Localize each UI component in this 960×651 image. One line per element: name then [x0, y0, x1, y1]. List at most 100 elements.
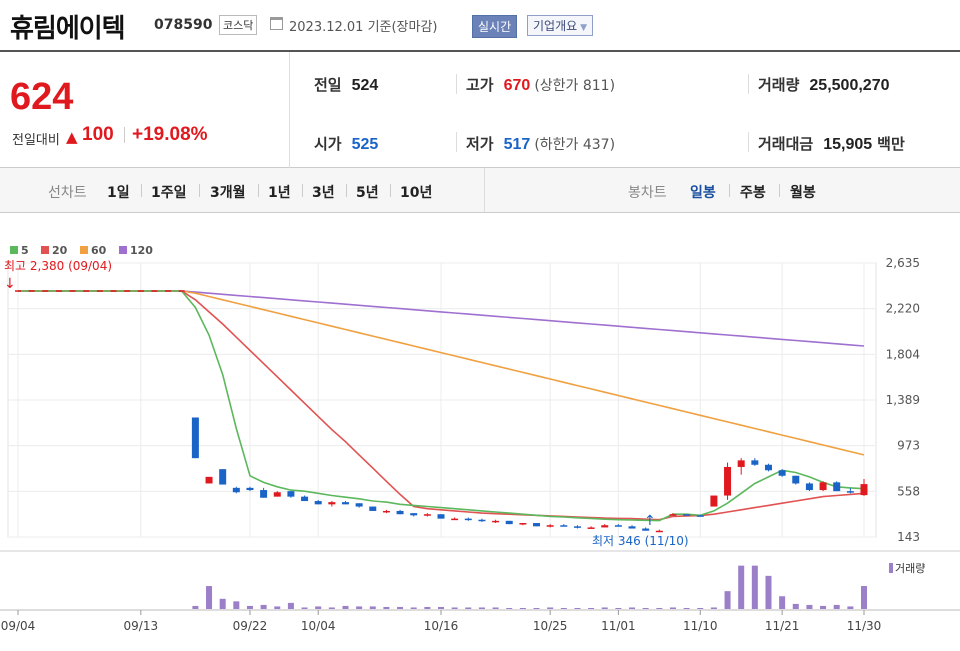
quote-panel: 624 전일대비 ▲ 100 +19.08% 전일 524 시가 525 고가 670… — [0, 50, 960, 168]
amount-value: 15,905 — [823, 136, 873, 153]
divider — [456, 132, 457, 152]
candle-body — [260, 490, 268, 498]
x-tick-label: 11/30 — [847, 619, 882, 633]
candle-body — [464, 518, 472, 521]
divider — [748, 132, 749, 152]
volume-bar — [697, 607, 704, 609]
tab-10y[interactable]: 10년 — [400, 185, 433, 201]
candle-body — [232, 487, 240, 493]
legend-label: 20 — [52, 244, 68, 257]
divider — [748, 74, 749, 94]
legend-swatch — [119, 246, 127, 254]
open-value: 525 — [351, 136, 379, 153]
divider — [729, 184, 730, 197]
x-tick-label: 09/04 — [1, 619, 36, 633]
volume-bar — [629, 607, 636, 609]
candle-body — [355, 503, 363, 507]
min-arrow-icon: ↑ — [644, 513, 656, 529]
tab-1d[interactable]: 1일 — [107, 185, 130, 201]
volume-bar — [615, 607, 622, 609]
tab-1w[interactable]: 1주일 — [151, 185, 187, 201]
company-info-label: 기업개요 — [533, 19, 578, 33]
volume-bar — [315, 606, 322, 609]
upper-limit: (상한가 811) — [534, 78, 616, 94]
volume-bar — [328, 607, 335, 609]
candle-body — [301, 496, 309, 502]
volume-bar — [438, 606, 444, 609]
volume-value: 25,500,270 — [809, 77, 890, 94]
legend-label: 5 — [21, 244, 29, 257]
tab-3y[interactable]: 3년 — [312, 185, 335, 201]
candle-body — [191, 417, 199, 459]
candle-body — [669, 514, 677, 516]
volume-bar — [192, 605, 199, 609]
volume-bar — [260, 604, 267, 609]
current-price: 624 — [10, 76, 74, 118]
volume-bar — [724, 591, 731, 609]
volume-bar — [588, 607, 595, 609]
candle-body — [533, 523, 541, 527]
volume-bar — [779, 596, 786, 609]
tab-1y[interactable]: 1년 — [268, 185, 291, 201]
volume-bar — [465, 607, 472, 609]
candle-body — [205, 476, 213, 484]
x-tick-label: 10/25 — [533, 619, 568, 633]
open-price: 시가 525 — [314, 133, 378, 154]
up-arrow-icon: ▲ — [66, 128, 78, 146]
candle-body — [410, 513, 418, 516]
candle-body — [601, 525, 609, 528]
candle-body — [642, 528, 650, 531]
candle-body — [505, 520, 513, 525]
company-info-dropdown[interactable]: 기업개요 ▼ — [527, 15, 594, 36]
divider — [346, 184, 347, 197]
candle-body — [860, 484, 868, 496]
volume-bar — [287, 602, 294, 609]
tab-monthly[interactable]: 월봉 — [790, 185, 816, 201]
candle-body — [369, 506, 377, 511]
volume-bar — [246, 605, 253, 609]
candle-body — [451, 518, 459, 521]
candle-body — [764, 464, 772, 471]
trade-amount: 거래대금 15,905 백만 — [758, 133, 905, 154]
volume-bar — [560, 607, 567, 609]
divider — [258, 184, 259, 197]
x-tick-label: 11/10 — [683, 619, 718, 633]
max-price-annotation: 최고 2,380 (09/04) — [4, 259, 112, 273]
tab-daily[interactable]: 일봉 — [690, 185, 716, 201]
change-label: 전일대비 — [12, 133, 60, 148]
stock-name: 휴림에이텍 — [10, 14, 126, 44]
legend-label: 120 — [130, 244, 153, 257]
tab-weekly[interactable]: 주봉 — [740, 185, 766, 201]
tab-3m[interactable]: 3개월 — [210, 185, 246, 201]
volume-bar — [492, 607, 499, 609]
candle-body — [819, 482, 827, 491]
y-tick-label: 558 — [897, 484, 920, 498]
candle-body — [737, 460, 745, 467]
volume-label: 거래량 — [758, 76, 800, 94]
legend-label: 60 — [91, 244, 107, 257]
volume-bar — [342, 605, 349, 609]
candle-body — [587, 527, 595, 529]
volume-bar — [574, 607, 581, 609]
candle-body — [492, 520, 500, 523]
volume-bar — [533, 607, 540, 609]
volume: 거래량 25,500,270 — [758, 74, 889, 95]
volume-bar — [478, 607, 485, 609]
tab-5y[interactable]: 5년 — [356, 185, 379, 201]
candle-body — [628, 526, 636, 529]
volume-bars — [192, 565, 867, 609]
volume-bar — [410, 607, 417, 609]
y-tick-label: 973 — [897, 439, 920, 453]
divider — [199, 184, 200, 197]
candles — [15, 290, 868, 533]
divider — [302, 184, 303, 197]
candle-body — [328, 502, 336, 505]
moving-averages — [18, 290, 865, 522]
candle-body — [382, 510, 390, 513]
x-tick-label: 11/01 — [601, 619, 636, 633]
price-box: 624 전일대비 ▲ 100 +19.08% — [0, 52, 290, 168]
volume-bar — [738, 565, 745, 609]
realtime-button[interactable]: 실시간 — [472, 15, 518, 38]
volume-bar — [861, 586, 867, 609]
candle-body — [519, 523, 527, 525]
